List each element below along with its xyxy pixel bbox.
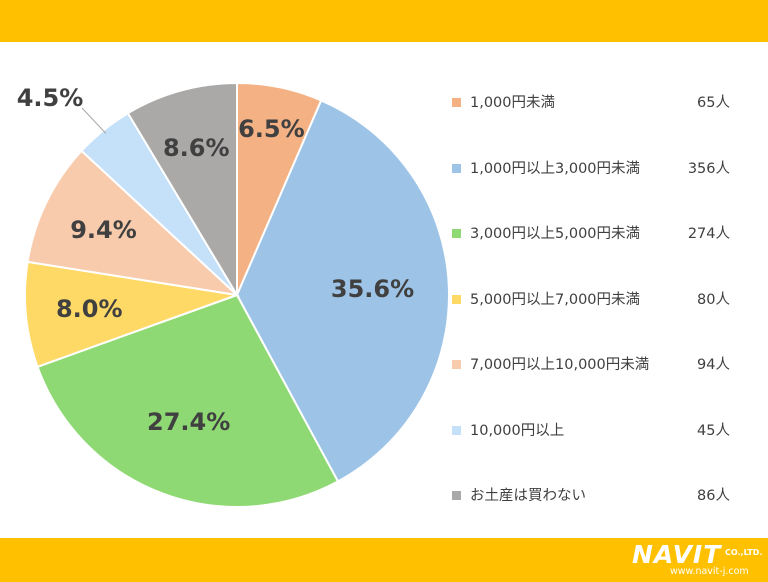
legend-label: お土産は買わない [470,488,586,504]
legend-label: 5,000円以上7,000円未満 [470,291,641,308]
pie-slices [24,81,450,508]
pie-slice [26,149,241,297]
slice-percent-label: 6.5% [238,115,305,143]
legend-swatch [452,360,461,369]
legend-item: 10,000円以上 45人 [452,418,752,444]
legend-swatch [452,425,461,435]
pie-slice [235,99,450,483]
slice-percent-label: 4.5% [17,84,84,112]
legend-swatch [452,491,461,500]
legend-item: 3,000円以上5,000円未満 274人 [452,221,752,247]
pie-slice [36,293,340,508]
logo-suffix: CO.,LTD. [725,548,763,557]
legend-count: 356人 [687,160,730,177]
legend-item: 1,000円以上3,000円未満 356人 [452,156,752,182]
legend-label: 10,000円以上 [470,422,565,439]
leader-line [81,107,107,134]
bottom-band [0,538,768,582]
legend-label: 1,000円以上3,000円未満 [470,160,641,177]
legend-count: 86人 [697,488,730,504]
legend-label: 7,000円以上10,000円未満 [470,357,650,373]
legend-swatch [452,163,461,173]
slice-percent-label: 8.0% [56,295,123,323]
pie-slice [126,81,238,299]
top-band [0,0,768,42]
legend-swatch [452,294,461,304]
slice-percent-label: 8.6% [163,134,230,162]
legend-item: お土産は買わない 86人 [452,483,752,509]
legend-item: 5,000円以上7,000円未満 80人 [452,287,752,313]
pie-slice [24,260,238,369]
legend-label: 1,000円未満 [470,95,556,111]
pie-chart: 6.5% 35.6% 27.4% 8.0% 9.4% 4.5% 8.6% [17,81,450,508]
slice-percent-label: 27.4% [147,408,230,436]
legend-count: 274人 [687,226,730,242]
slice-percent-label: 35.6% [331,275,414,303]
legend-count: 45人 [697,422,730,439]
legend-item: 7,000円以上10,000円未満 94人 [452,352,752,378]
slice-percent-label: 9.4% [70,216,137,244]
logo-url: www.navit-j.com [670,566,749,577]
legend-count: 65人 [697,95,730,111]
legend-item: 1,000円未満 65人 [452,90,752,116]
legend-count: 80人 [697,291,730,308]
legend-label: 3,000円以上5,000円未満 [470,226,641,242]
legend-count: 94人 [697,357,730,373]
logo-name: NAVIT [632,540,722,569]
legend-swatch [452,229,461,238]
company-logo: NAVIT CO.,LTD. www.navit-j.com [630,540,764,580]
pie-slice-labels: 6.5% 35.6% 27.4% 8.0% 9.4% 4.5% 8.6% [17,84,414,436]
legend-swatch [452,98,461,107]
